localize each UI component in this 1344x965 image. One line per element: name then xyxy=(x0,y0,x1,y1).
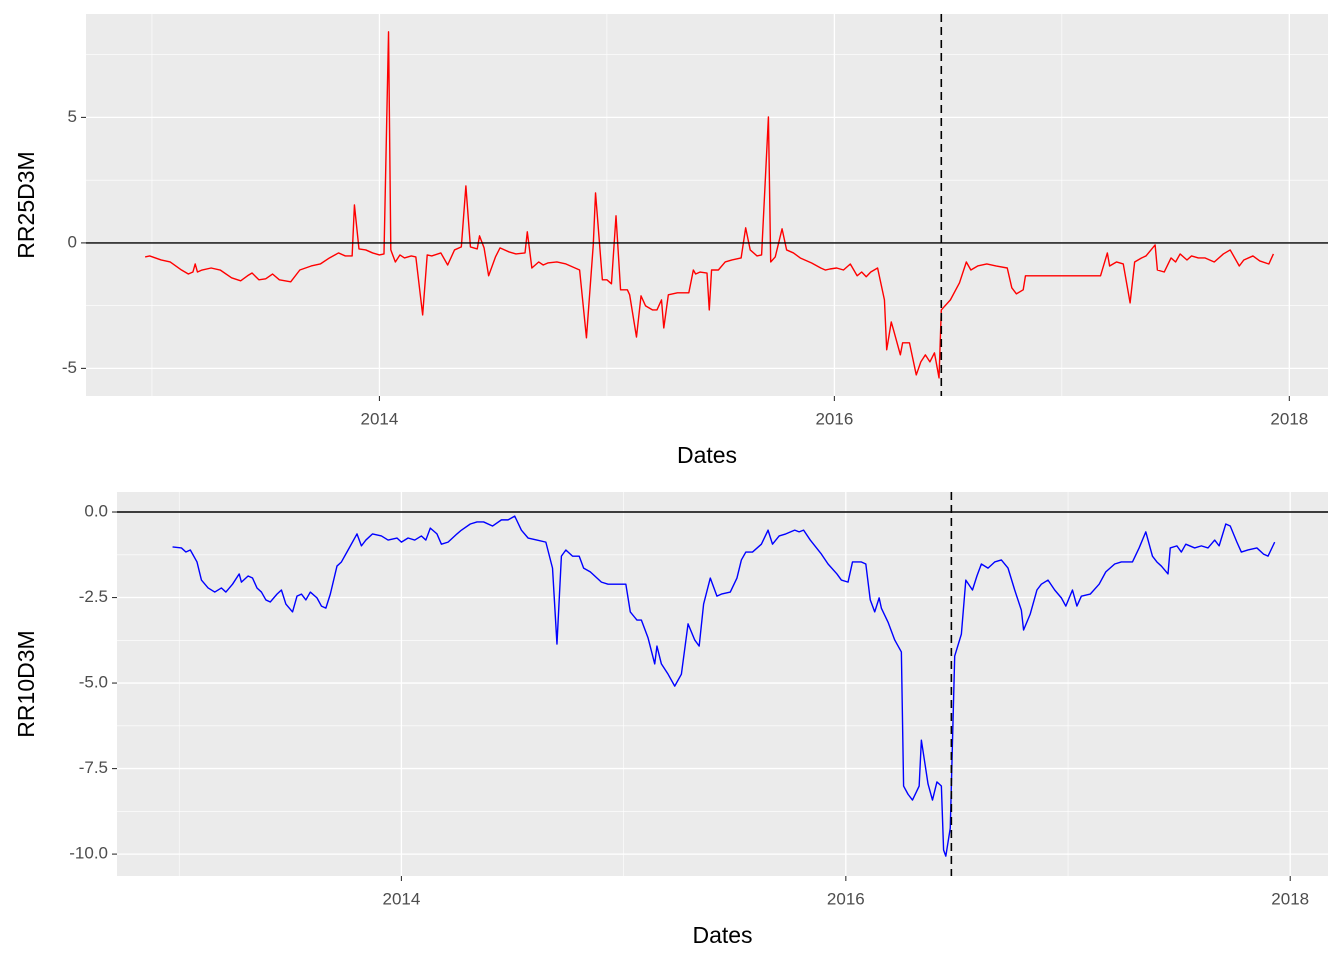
plot-panel xyxy=(86,14,1328,396)
x-tick-label: 2014 xyxy=(383,889,421,908)
x-axis-title: Dates xyxy=(692,922,752,948)
x-axis-title: Dates xyxy=(677,442,737,468)
y-tick-label: 0.0 xyxy=(84,501,108,520)
x-tick-label: 2016 xyxy=(815,409,853,428)
x-tick-label: 2018 xyxy=(1270,409,1308,428)
data-line xyxy=(144,31,1275,379)
y-tick-label: 0 xyxy=(68,232,77,251)
y-axis-title: RR10D3M xyxy=(13,630,39,737)
y-tick-label: 5 xyxy=(68,107,77,126)
y-tick-label: -10.0 xyxy=(69,844,108,863)
x-tick-label: 2018 xyxy=(1271,889,1309,908)
x-tick-label: 2016 xyxy=(827,889,865,908)
y-tick-label: -7.5 xyxy=(79,758,108,777)
x-tick-label: 2014 xyxy=(361,409,399,428)
plot-panel xyxy=(117,492,1328,876)
data-line xyxy=(172,515,1276,857)
y-tick-label: -5 xyxy=(62,358,77,377)
y-tick-label: -5.0 xyxy=(79,673,108,692)
y-tick-label: -2.5 xyxy=(79,587,108,606)
y-axis-title: RR25D3M xyxy=(13,151,39,258)
